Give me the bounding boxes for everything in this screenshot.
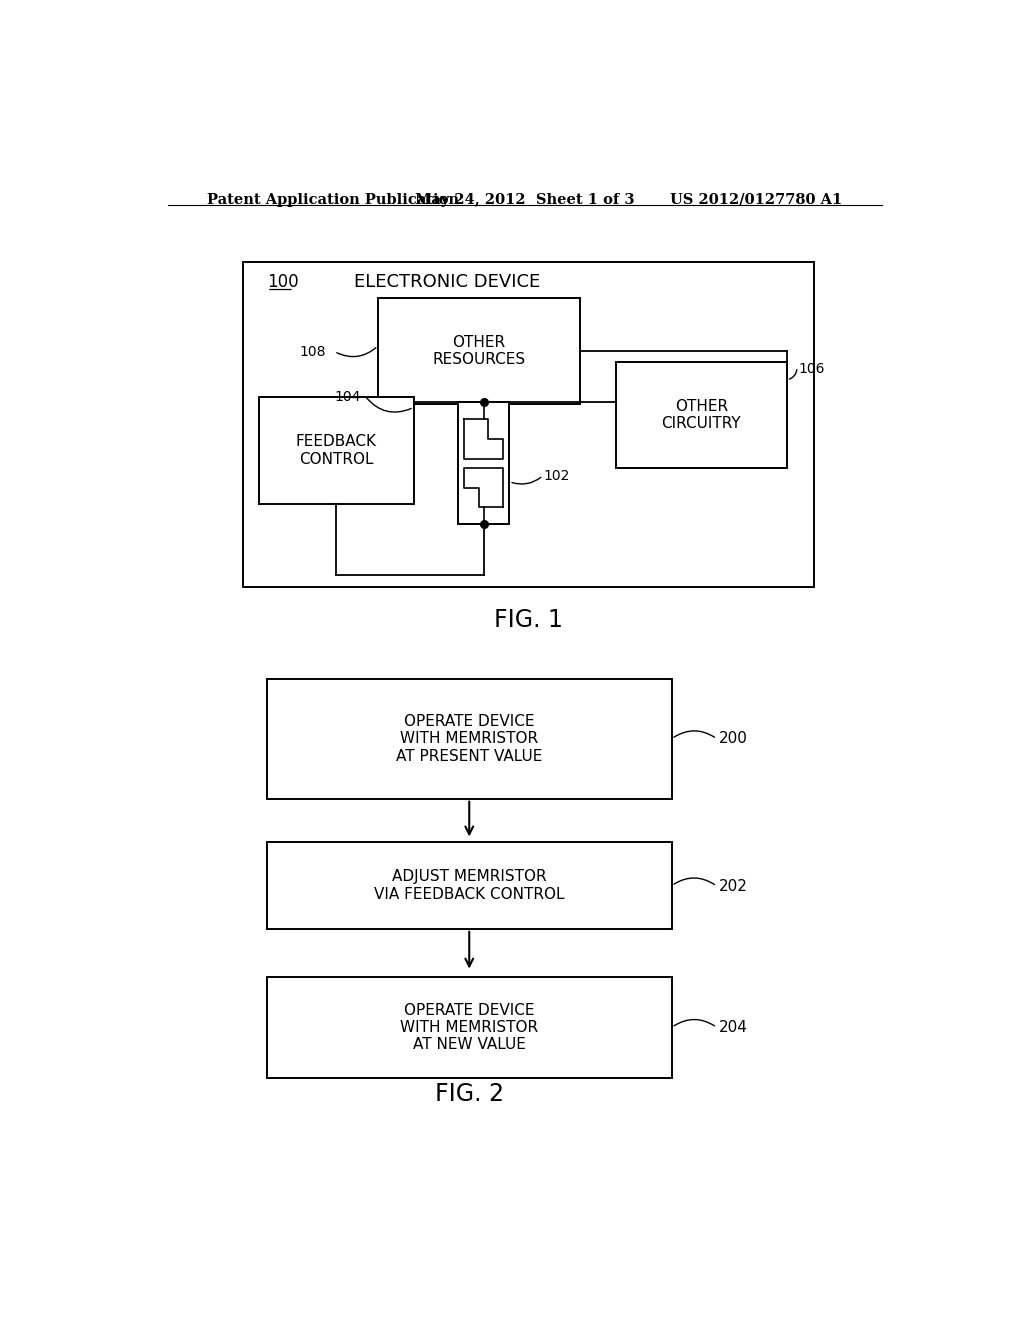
Text: Patent Application Publication: Patent Application Publication [207,193,460,207]
Bar [267,977,672,1078]
Text: 202: 202 [719,879,749,894]
Text: OTHER
RESOURCES: OTHER RESOURCES [432,335,525,367]
Text: ELECTRONIC DEVICE: ELECTRONIC DEVICE [354,273,541,292]
Bar [243,263,814,587]
Bar [267,842,672,929]
Text: 106: 106 [799,362,825,376]
Text: FEEDBACK
CONTROL: FEEDBACK CONTROL [296,434,377,467]
Text: OPERATE DEVICE
WITH MEMRISTOR
AT PRESENT VALUE: OPERATE DEVICE WITH MEMRISTOR AT PRESENT… [396,714,543,764]
Text: 204: 204 [719,1020,749,1035]
Bar [378,297,581,404]
Text: US 2012/0127780 A1: US 2012/0127780 A1 [670,193,842,207]
Bar [267,678,672,799]
Text: OPERATE DEVICE
WITH MEMRISTOR
AT NEW VALUE: OPERATE DEVICE WITH MEMRISTOR AT NEW VAL… [400,1002,539,1052]
Text: 200: 200 [719,731,749,746]
Bar [458,403,509,524]
Text: 100: 100 [267,273,299,292]
Text: 108: 108 [300,345,327,359]
Bar [616,362,786,469]
Text: ADJUST MEMRISTOR
VIA FEEDBACK CONTROL: ADJUST MEMRISTOR VIA FEEDBACK CONTROL [374,870,564,902]
Text: FIG. 1: FIG. 1 [495,607,563,632]
Text: 102: 102 [543,469,569,483]
Text: OTHER
CIRCUITRY: OTHER CIRCUITRY [662,399,741,432]
Bar [259,397,414,504]
Text: May 24, 2012  Sheet 1 of 3: May 24, 2012 Sheet 1 of 3 [415,193,635,207]
Text: FIG. 2: FIG. 2 [435,1081,504,1106]
Text: 104: 104 [334,391,360,404]
